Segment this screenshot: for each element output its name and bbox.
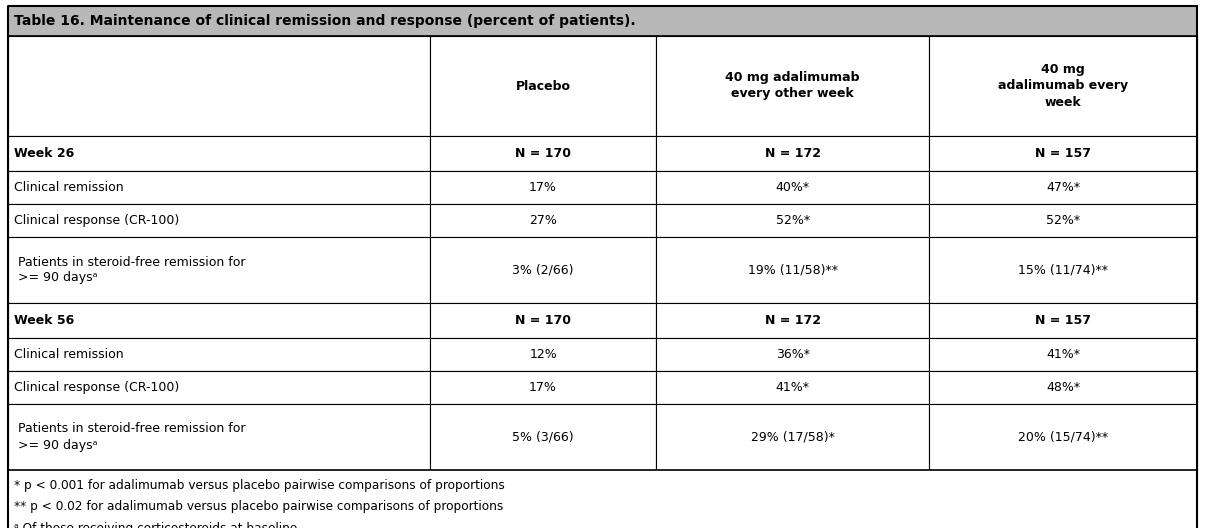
Bar <box>430 237 656 303</box>
Text: 17%: 17% <box>529 181 557 194</box>
Text: Clinical remission: Clinical remission <box>14 181 124 194</box>
Bar <box>656 136 929 171</box>
Text: 52%*: 52%* <box>1046 214 1081 227</box>
Bar <box>430 171 656 204</box>
Bar <box>8 36 430 136</box>
Text: 15% (11/74)**: 15% (11/74)** <box>1018 263 1109 277</box>
Bar <box>929 36 1197 136</box>
Bar <box>656 237 929 303</box>
Text: N = 170: N = 170 <box>515 314 571 327</box>
Text: 12%: 12% <box>529 348 557 361</box>
Text: Clinical response (CR-100): Clinical response (CR-100) <box>14 381 180 394</box>
Text: N = 157: N = 157 <box>1035 147 1092 160</box>
Text: Patients in steroid-free remission for
>= 90 daysᵃ: Patients in steroid-free remission for >… <box>18 256 246 285</box>
Bar <box>430 204 656 237</box>
Bar <box>8 404 430 470</box>
Bar <box>430 136 656 171</box>
Text: 36%*: 36%* <box>776 348 810 361</box>
Text: Placebo: Placebo <box>516 80 570 92</box>
Bar <box>656 36 929 136</box>
Text: Patients in steroid-free remission for
>= 90 daysᵃ: Patients in steroid-free remission for >… <box>18 422 246 451</box>
Text: 5% (3/66): 5% (3/66) <box>512 430 574 444</box>
Bar <box>929 171 1197 204</box>
Bar <box>8 371 430 404</box>
Bar <box>929 204 1197 237</box>
Text: N = 172: N = 172 <box>765 314 821 327</box>
Bar <box>929 371 1197 404</box>
Text: 40%*: 40%* <box>776 181 810 194</box>
Bar <box>656 338 929 371</box>
Text: 41%*: 41%* <box>776 381 810 394</box>
Text: 29% (17/58)*: 29% (17/58)* <box>751 430 835 444</box>
Bar <box>430 371 656 404</box>
Bar <box>656 404 929 470</box>
Text: ᵃ Of those receiving corticosteroids at baseline: ᵃ Of those receiving corticosteroids at … <box>14 522 298 528</box>
Bar <box>8 237 430 303</box>
Text: 19% (11/58)**: 19% (11/58)** <box>748 263 837 277</box>
Text: 20% (15/74)**: 20% (15/74)** <box>1018 430 1109 444</box>
Bar <box>929 404 1197 470</box>
Bar <box>929 136 1197 171</box>
Text: * p < 0.001 for adalimumab versus placebo pairwise comparisons of proportions: * p < 0.001 for adalimumab versus placeb… <box>14 478 505 492</box>
Bar <box>8 171 430 204</box>
Text: 47%*: 47%* <box>1046 181 1081 194</box>
Bar <box>656 371 929 404</box>
Bar <box>929 237 1197 303</box>
Text: N = 172: N = 172 <box>765 147 821 160</box>
Text: 41%*: 41%* <box>1046 348 1080 361</box>
Bar <box>8 204 430 237</box>
Text: N = 157: N = 157 <box>1035 314 1092 327</box>
Bar <box>8 338 430 371</box>
Text: 17%: 17% <box>529 381 557 394</box>
Bar <box>8 6 1197 36</box>
Text: 52%*: 52%* <box>776 214 810 227</box>
Text: Table 16. Maintenance of clinical remission and response (percent of patients).: Table 16. Maintenance of clinical remiss… <box>14 14 635 28</box>
Bar <box>656 303 929 338</box>
Text: Week 56: Week 56 <box>14 314 75 327</box>
Bar <box>929 303 1197 338</box>
Text: Clinical remission: Clinical remission <box>14 348 124 361</box>
Text: Clinical response (CR-100): Clinical response (CR-100) <box>14 214 180 227</box>
Bar <box>430 36 656 136</box>
Bar <box>656 171 929 204</box>
Text: 48%*: 48%* <box>1046 381 1081 394</box>
Bar <box>929 338 1197 371</box>
Text: 27%: 27% <box>529 214 557 227</box>
Bar <box>8 136 430 171</box>
Bar <box>430 338 656 371</box>
Bar <box>8 470 1197 528</box>
Text: N = 170: N = 170 <box>515 147 571 160</box>
Bar <box>656 204 929 237</box>
Text: ** p < 0.02 for adalimumab versus placebo pairwise comparisons of proportions: ** p < 0.02 for adalimumab versus placeb… <box>14 500 504 513</box>
Text: Week 26: Week 26 <box>14 147 75 160</box>
Bar <box>430 303 656 338</box>
Text: 3% (2/66): 3% (2/66) <box>512 263 574 277</box>
Bar <box>8 303 430 338</box>
Text: 40 mg
adalimumab every
week: 40 mg adalimumab every week <box>998 63 1128 108</box>
Text: 40 mg adalimumab
every other week: 40 mg adalimumab every other week <box>725 71 860 100</box>
Bar <box>430 404 656 470</box>
